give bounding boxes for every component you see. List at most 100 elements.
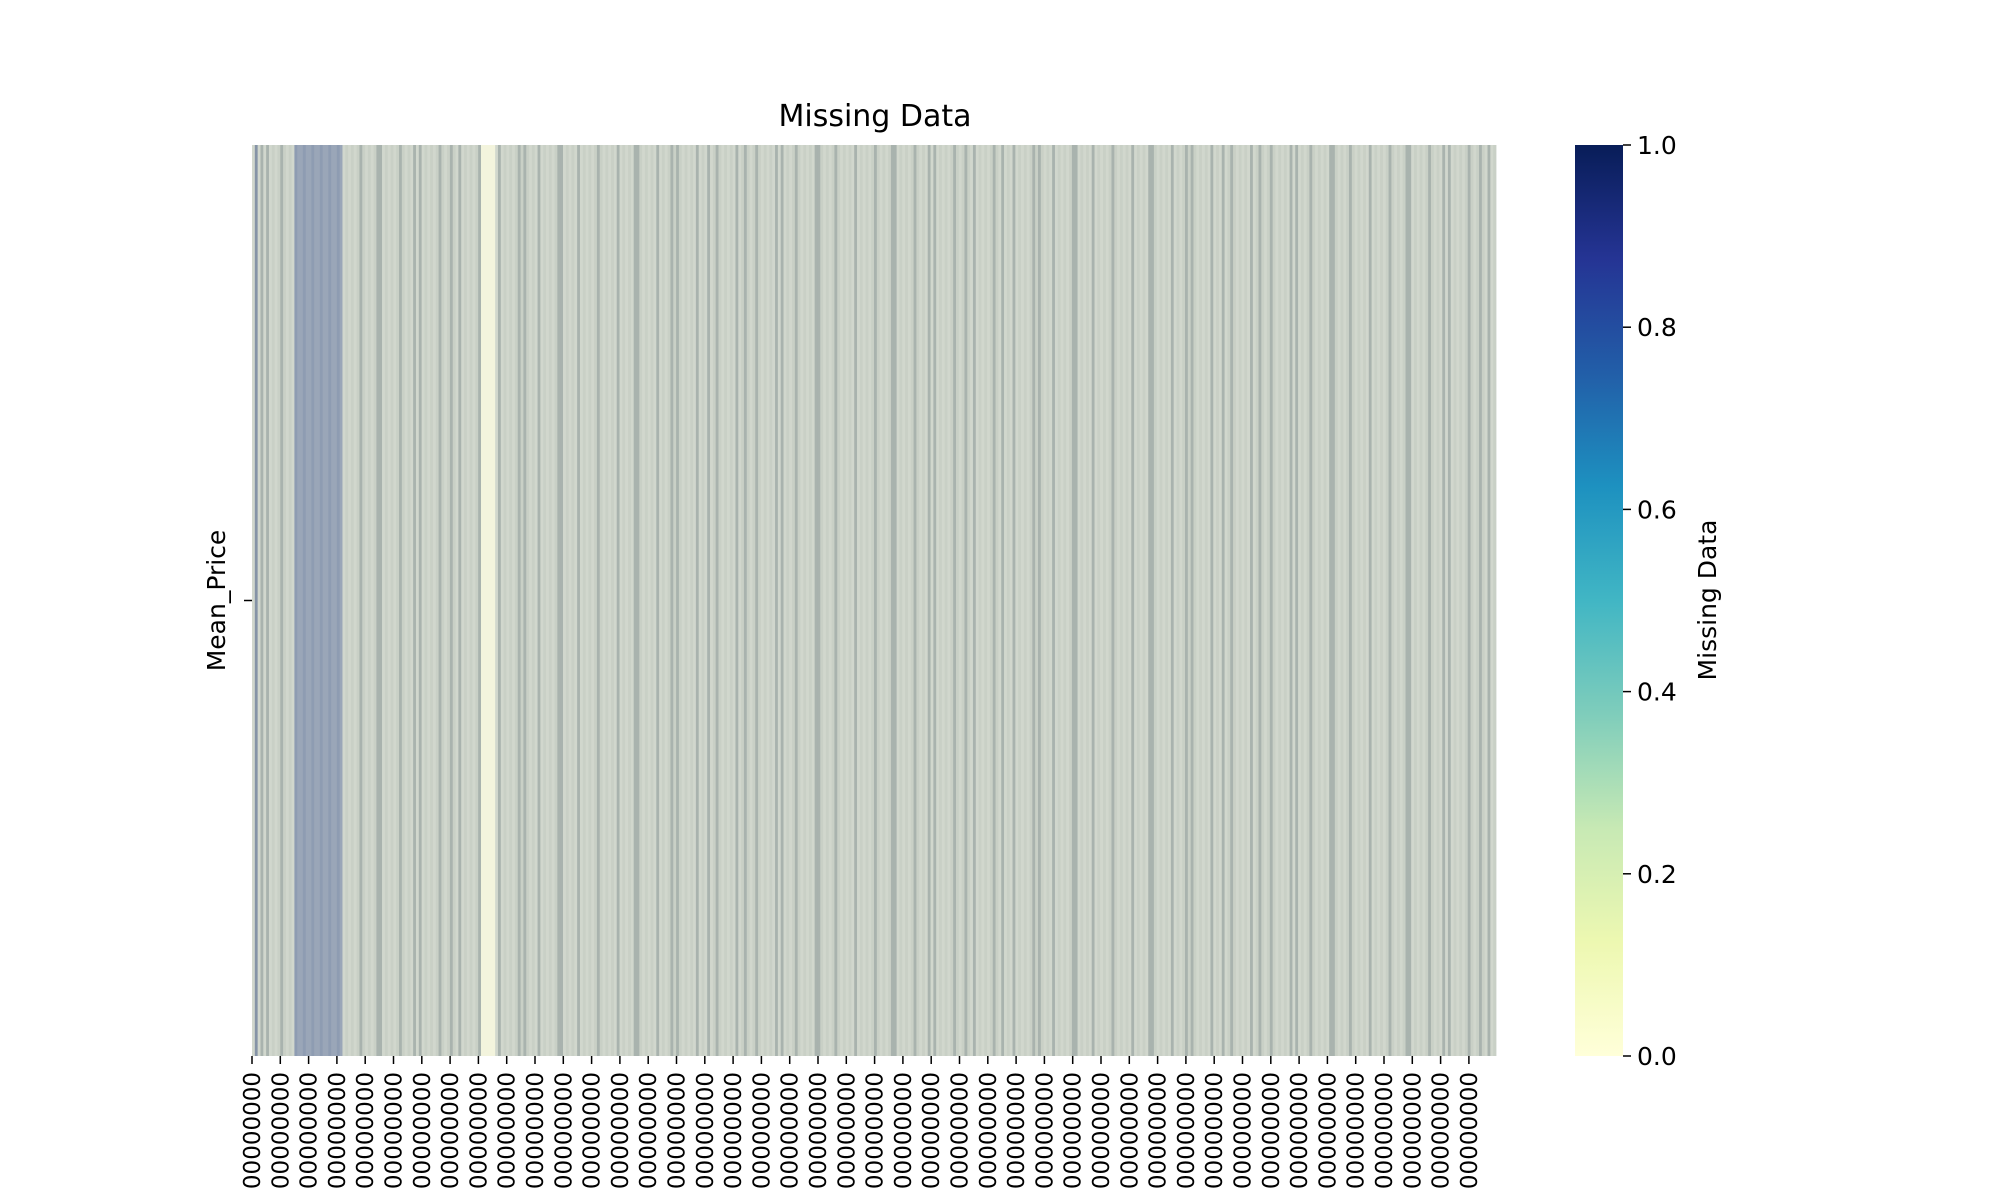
heatmap-cell [1029, 145, 1033, 1056]
heatmap-cell [1281, 145, 1285, 1056]
heatmap-cell [678, 145, 683, 1056]
heatmap-cell [523, 145, 527, 1056]
heatmap-cell [1388, 145, 1392, 1056]
heatmap-cell [1422, 145, 1426, 1056]
heatmap-cell [537, 145, 541, 1056]
heatmap-cell [333, 145, 338, 1056]
heatmap-cell [876, 145, 881, 1056]
heatmap-cell [1153, 145, 1158, 1056]
heatmap-cell [944, 145, 948, 1056]
heatmap-cell [639, 145, 643, 1056]
heatmap-cell [399, 145, 403, 1056]
heatmap-cell [732, 145, 736, 1056]
heatmap-cell [472, 145, 476, 1056]
heatmap-cell [1348, 145, 1353, 1056]
heatmap-cell [1292, 145, 1296, 1056]
heatmap-cell [647, 145, 652, 1056]
heatmap-cell [1374, 145, 1378, 1056]
heatmap-cell [1136, 145, 1141, 1056]
heatmap-cell [438, 145, 442, 1056]
heatmap-cell [1377, 145, 1381, 1056]
heatmap-cell [350, 145, 355, 1056]
colorbar-tick-label: 0.4 [1637, 678, 1677, 707]
heatmap-cell [1060, 145, 1064, 1056]
heatmap-cell [1382, 145, 1387, 1056]
heatmap-cell [348, 145, 352, 1056]
heatmap-cell [1450, 145, 1454, 1056]
heatmap-cell [1004, 145, 1008, 1056]
heatmap-cell [865, 145, 869, 1056]
heatmap-cell [1086, 145, 1090, 1056]
x-tick-label: 00000000 [410, 1072, 436, 1189]
heatmap-cell [1046, 145, 1050, 1056]
x-tick-label: 00000000 [325, 1072, 351, 1189]
heatmap-cell [874, 145, 878, 1056]
heatmap-cell [410, 145, 414, 1056]
heatmap-cell [715, 145, 719, 1056]
heatmap-cell [794, 145, 799, 1056]
heatmap-cell [661, 145, 666, 1056]
heatmap-cell [297, 145, 301, 1056]
heatmap-cell [283, 145, 287, 1056]
heatmap-cell [574, 145, 578, 1056]
heatmap-cell [458, 145, 462, 1056]
heatmap-cell [1125, 145, 1129, 1056]
heatmap-cell [1131, 145, 1135, 1056]
heatmap-cell [726, 145, 731, 1056]
heatmap-cell [1238, 145, 1242, 1056]
heatmap-cell [1476, 145, 1480, 1056]
heatmap-cell [710, 145, 714, 1056]
heatmap-cell [379, 145, 383, 1056]
x-tick-label: 00000000 [353, 1072, 379, 1189]
heatmap-cell [432, 145, 437, 1056]
heatmap-cell [466, 145, 471, 1056]
x-tick-label: 00000000 [891, 1072, 917, 1189]
heatmap-cell [1151, 145, 1155, 1056]
heatmap-cell [992, 145, 996, 1056]
heatmap-cell [390, 145, 394, 1056]
heatmap-cell [650, 145, 654, 1056]
heatmap-cell [905, 145, 909, 1056]
x-tick-label: 00000000 [1315, 1072, 1341, 1189]
heatmap-cell [961, 145, 965, 1056]
heatmap-cell [1368, 145, 1372, 1056]
heatmap-cell [1394, 145, 1398, 1056]
heatmap-cell [885, 145, 889, 1056]
heatmap-cell [1464, 145, 1469, 1056]
heatmap-cell [718, 145, 722, 1056]
colorbar-gradient [1575, 145, 1623, 1056]
heatmap-cell [1250, 145, 1254, 1056]
heatmap-cell [294, 145, 298, 1056]
heatmap-cell [1315, 145, 1319, 1056]
heatmap-cell [557, 145, 561, 1056]
x-tick-label: 00000000 [1004, 1072, 1030, 1189]
heatmap-cell [1199, 145, 1203, 1056]
heatmap-cell [1088, 145, 1093, 1056]
heatmap-cell [322, 145, 326, 1056]
heatmap-cell [775, 145, 779, 1056]
x-tick-label: 00000000 [240, 1072, 266, 1189]
heatmap-cell [342, 145, 346, 1056]
x-tick-label: 00000000 [693, 1072, 719, 1189]
x-tick-label: 00000000 [1457, 1072, 1483, 1189]
heatmap-cell [1018, 145, 1022, 1056]
heatmap-cell [622, 145, 626, 1056]
heatmap-cell [769, 145, 773, 1056]
heatmap-cell [492, 145, 496, 1056]
heatmap-cell [1139, 145, 1143, 1056]
heatmap-cell [1467, 145, 1471, 1056]
heatmap-cell [1317, 145, 1322, 1056]
y-tick-label: Mean_Price [202, 530, 231, 672]
heatmap-cell [328, 145, 332, 1056]
heatmap-cell [707, 145, 711, 1056]
heatmap-cell [673, 145, 677, 1056]
heatmap-cell [1309, 145, 1313, 1056]
heatmap-cell [930, 145, 934, 1056]
heatmap-cell [1241, 145, 1245, 1056]
heatmap-cell [452, 145, 456, 1056]
heatmap-cell [670, 145, 674, 1056]
heatmap-cell [568, 145, 572, 1056]
heatmap-cell [588, 145, 592, 1056]
heatmap-cell [280, 145, 284, 1056]
x-tick-label: 00000000 [665, 1072, 691, 1189]
